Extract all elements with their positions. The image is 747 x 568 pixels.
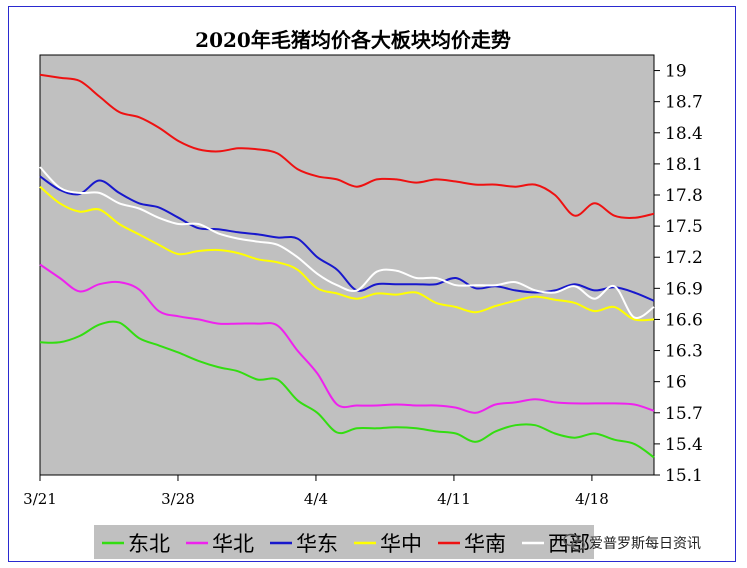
y-tick-label: 19 xyxy=(665,62,687,82)
legend-label: 华南 xyxy=(464,532,506,556)
y-tick-label: 15.7 xyxy=(665,404,703,424)
chart-title: 2020年毛猪均价各大板块均价走势 xyxy=(195,28,511,52)
x-tick-label: 4/4 xyxy=(304,490,328,508)
legend-label: 东北 xyxy=(128,532,170,556)
y-tick-label: 17.8 xyxy=(665,186,703,206)
y-tick-label: 16.9 xyxy=(665,279,703,299)
x-tick-label: 3/21 xyxy=(23,490,57,508)
x-axis: 3/21 3/28 4/4 4/11 4/18 xyxy=(23,475,609,508)
legend-label: 西部 xyxy=(548,532,590,556)
legend-label: 华东 xyxy=(296,532,338,556)
legend-box xyxy=(94,525,594,559)
legend-label: 华北 xyxy=(212,532,254,556)
y-tick-label: 17.5 xyxy=(665,217,703,237)
legend-label: 华中 xyxy=(380,532,422,556)
series-line-3 xyxy=(39,185,655,322)
y-tick-label: 16 xyxy=(665,373,687,393)
series-line-4 xyxy=(39,73,655,219)
x-tick-label: 3/28 xyxy=(161,490,195,508)
x-tick-label: 4/11 xyxy=(437,490,471,508)
plot-area xyxy=(39,54,655,476)
y-axis: 19 18.7 18.4 18.1 17.8 17.5 17.2 16.9 16.6 16.3 16… xyxy=(654,62,703,486)
y-tick-label: 18.4 xyxy=(665,124,703,144)
y-tick-label: 16.6 xyxy=(665,310,703,330)
series-line-0 xyxy=(39,320,655,459)
series-line-1 xyxy=(39,263,655,414)
legend: 东北 华北 华东 华中 华南 西部 xyxy=(102,532,590,556)
y-tick-label: 15.1 xyxy=(665,466,703,486)
watermark: 爱普罗斯每日资讯 xyxy=(563,533,701,552)
watermark-text: 爱普罗斯每日资讯 xyxy=(589,536,701,552)
series-line-5 xyxy=(39,166,655,319)
y-tick-label: 18.1 xyxy=(665,155,703,175)
y-tick-label: 17.2 xyxy=(665,248,703,268)
x-tick-label: 4/18 xyxy=(575,490,609,508)
y-tick-label: 15.4 xyxy=(665,435,703,455)
series-line-2 xyxy=(39,175,655,302)
y-tick-label: 18.7 xyxy=(665,93,703,113)
series-layer xyxy=(39,73,655,459)
wechat-icon xyxy=(563,533,585,551)
y-tick-label: 16.3 xyxy=(665,342,703,362)
line-chart: 2020年毛猪均价各大板块均价走势 19 18.7 18.4 18.1 17.8 17.5… xyxy=(23,28,703,559)
chart-frame: 2020年毛猪均价各大板块均价走势 19 18.7 18.4 18.1 17.8 17.5… xyxy=(8,6,736,562)
